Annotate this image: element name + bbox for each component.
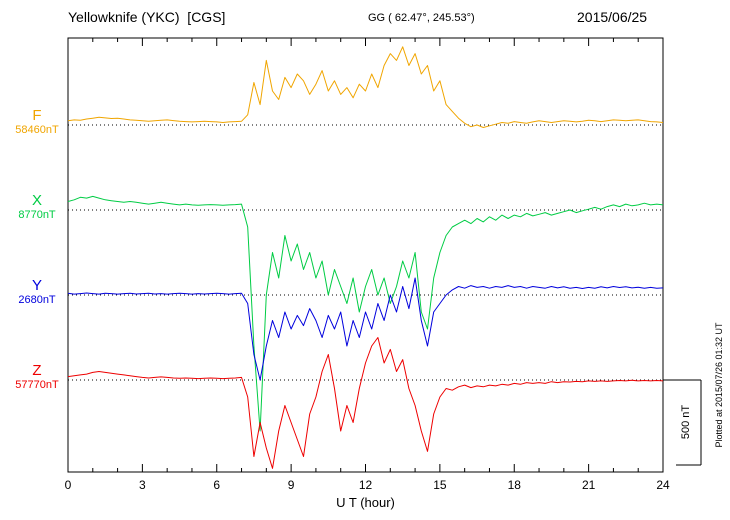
x-tick-label: 0 — [65, 478, 72, 492]
series-baseline-X: 8770nT — [18, 209, 56, 222]
series-label-F: F 58460nT — [6, 107, 68, 137]
x-tick-label: 3 — [139, 478, 146, 492]
plotted-at-label: Plotted at 2015/07/26 01:32 UT — [714, 322, 724, 448]
x-tick-label: 15 — [433, 478, 447, 492]
plot-date: 2015/06/25 — [577, 9, 648, 25]
station-title: Yellowknife (YKC) [CGS] — [68, 9, 226, 25]
x-tick-label: 18 — [508, 478, 522, 492]
series-name-F: F — [32, 107, 42, 124]
gg-coordinates: GG ( 62.47°, 245.53°) — [368, 12, 475, 24]
plot-frame — [67, 37, 664, 473]
x-tick-label: 9 — [288, 478, 295, 492]
series-baseline-Z: 57770nT — [15, 379, 59, 392]
x-tick-label: 21 — [582, 478, 596, 492]
x-tick-label: 24 — [656, 478, 670, 492]
series-label-X: X 8770nT — [6, 192, 68, 222]
series-name-Z: Z — [32, 362, 42, 379]
trace-Z — [67, 337, 664, 469]
series-baseline-Y: 2680nT — [18, 294, 56, 307]
x-tick-label: 6 — [213, 478, 220, 492]
series-baseline-F: 58460nT — [15, 124, 59, 137]
series-name-Y: Y — [31, 277, 42, 294]
trace-X — [67, 195, 664, 432]
x-tick-label: 12 — [359, 478, 373, 492]
series-label-Z: Z 57770nT — [6, 362, 68, 392]
trace-F — [67, 46, 664, 128]
x-axis-title: U T (hour) — [336, 495, 395, 510]
scale-bar-label: 500 nT — [680, 405, 692, 440]
trace-Y — [67, 277, 664, 381]
series-name-X: X — [31, 192, 42, 209]
series-label-Y: Y 2680nT — [6, 277, 68, 307]
